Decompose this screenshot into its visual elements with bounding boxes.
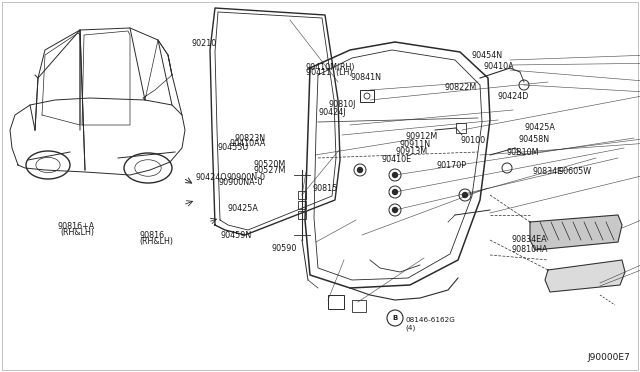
Text: 90913M: 90913M xyxy=(396,147,428,156)
Text: 90458N: 90458N xyxy=(518,135,550,144)
Text: 90410A: 90410A xyxy=(483,62,514,71)
Text: 90841N: 90841N xyxy=(351,73,381,82)
Circle shape xyxy=(392,189,397,195)
Text: 90810HA: 90810HA xyxy=(512,245,548,254)
Text: 90590: 90590 xyxy=(271,244,297,253)
Text: 90454N: 90454N xyxy=(471,51,502,60)
Text: 90816: 90816 xyxy=(140,231,164,240)
Text: 90605W: 90605W xyxy=(558,167,591,176)
Text: 90410E: 90410E xyxy=(381,155,412,164)
Text: 90170P: 90170P xyxy=(436,161,467,170)
Text: B: B xyxy=(392,315,397,321)
Text: 90424Q: 90424Q xyxy=(196,173,227,182)
Text: J90000E7: J90000E7 xyxy=(588,353,630,362)
Text: 90455U: 90455U xyxy=(218,143,249,152)
Text: 90210: 90210 xyxy=(191,39,216,48)
Text: 90B10M: 90B10M xyxy=(507,148,540,157)
Text: 90822M: 90822M xyxy=(445,83,477,92)
Text: 90411  (LH): 90411 (LH) xyxy=(306,68,353,77)
Circle shape xyxy=(358,167,362,173)
Circle shape xyxy=(392,173,397,177)
Bar xyxy=(298,201,306,209)
Polygon shape xyxy=(530,215,622,250)
Text: 90900N-0: 90900N-0 xyxy=(227,173,266,182)
Text: 90823N: 90823N xyxy=(234,134,266,143)
Text: (RH&LH): (RH&LH) xyxy=(61,228,95,237)
Text: 90425A: 90425A xyxy=(228,204,259,213)
Text: 90100: 90100 xyxy=(461,136,486,145)
Text: 90527M: 90527M xyxy=(253,166,286,174)
Text: 90425A: 90425A xyxy=(525,123,556,132)
Text: 08146-6162G: 08146-6162G xyxy=(405,317,455,323)
Polygon shape xyxy=(545,260,625,292)
Bar xyxy=(352,300,366,312)
Text: (RH&LH): (RH&LH) xyxy=(140,237,173,246)
Bar xyxy=(328,295,344,309)
Text: 90424D: 90424D xyxy=(498,92,529,101)
Text: 90834E: 90834E xyxy=(532,167,563,176)
Text: 90410M(RH): 90410M(RH) xyxy=(306,63,355,72)
Bar xyxy=(298,191,306,199)
Text: 90816+A: 90816+A xyxy=(58,222,95,231)
Text: 90815: 90815 xyxy=(312,185,337,193)
Text: 90520M: 90520M xyxy=(254,160,286,169)
Bar xyxy=(298,211,306,219)
Text: 90410AA: 90410AA xyxy=(229,139,266,148)
Text: 90911N: 90911N xyxy=(399,140,431,149)
Bar xyxy=(360,90,374,102)
Text: 90424J: 90424J xyxy=(319,108,346,117)
Text: 90900NA-0: 90900NA-0 xyxy=(218,178,262,187)
Circle shape xyxy=(463,192,467,198)
Text: 90912M: 90912M xyxy=(406,132,438,141)
Circle shape xyxy=(392,208,397,212)
Text: 90810J: 90810J xyxy=(328,100,356,109)
Bar xyxy=(456,123,466,133)
Text: 90834EA: 90834EA xyxy=(512,235,548,244)
Text: 90459N: 90459N xyxy=(220,231,252,240)
Text: (4): (4) xyxy=(405,325,415,331)
